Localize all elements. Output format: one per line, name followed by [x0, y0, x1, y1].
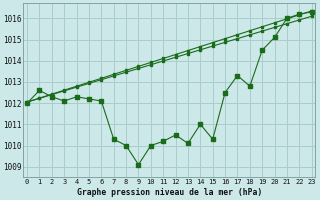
X-axis label: Graphe pression niveau de la mer (hPa): Graphe pression niveau de la mer (hPa) — [77, 188, 262, 197]
